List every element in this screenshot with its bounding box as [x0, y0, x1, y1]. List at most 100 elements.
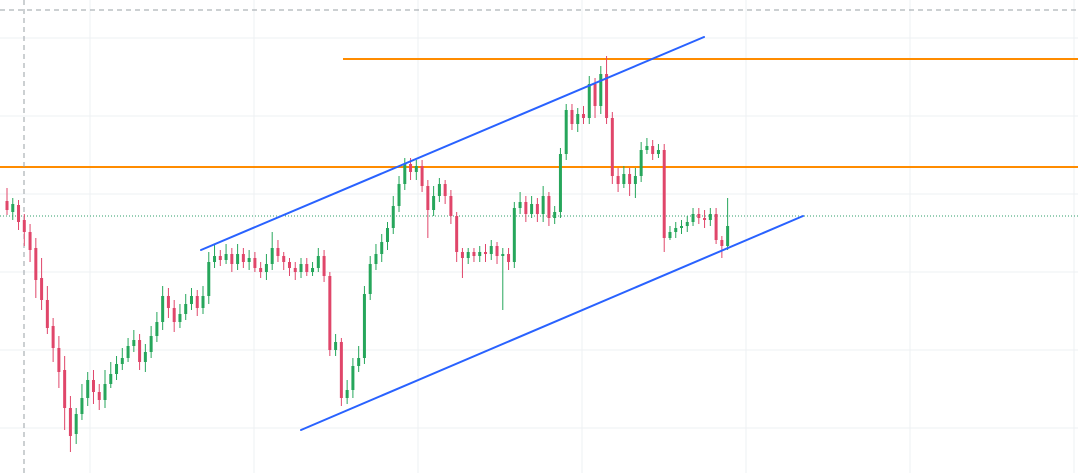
- candle-body: [22, 220, 26, 232]
- candle-117: [680, 220, 684, 234]
- candle-body: [149, 336, 153, 352]
- candle-24: [143, 344, 147, 372]
- candle-body: [195, 296, 199, 308]
- candle-50: [293, 262, 297, 280]
- candle-body: [276, 248, 280, 256]
- candle-20: [120, 348, 124, 370]
- candle-47: [276, 240, 280, 262]
- candle-37: [218, 250, 222, 266]
- candle-body: [236, 254, 240, 264]
- candle-91: [530, 196, 534, 218]
- candle-78: [455, 212, 459, 262]
- candle-body: [507, 254, 511, 262]
- candle-125: [726, 198, 730, 250]
- candle-body: [51, 326, 55, 348]
- candle-body: [91, 380, 95, 392]
- candle-90: [524, 196, 528, 222]
- candle-101: [587, 76, 591, 124]
- candle-54: [316, 248, 320, 272]
- candle-27: [161, 286, 165, 330]
- candle-44: [259, 262, 263, 278]
- candle-23: [138, 334, 142, 370]
- candle-122: [708, 208, 712, 226]
- candle-109: [633, 168, 637, 198]
- candle-body: [610, 118, 614, 176]
- candle-body: [74, 414, 78, 434]
- candle-108: [628, 168, 632, 196]
- candle-body: [703, 218, 707, 220]
- candle-86: [501, 248, 505, 310]
- candle-1: [11, 198, 15, 220]
- candle-75: [437, 178, 441, 202]
- candle-body: [726, 226, 730, 246]
- candle-body: [322, 256, 326, 276]
- candle-73: [426, 180, 430, 238]
- candle-body: [662, 150, 666, 238]
- candle-body: [68, 408, 72, 436]
- candle-111: [645, 138, 649, 154]
- candle-35: [207, 252, 211, 304]
- candle-body: [380, 242, 384, 254]
- candle-68: [397, 176, 401, 212]
- candle-body: [547, 196, 551, 218]
- candle-0: [5, 188, 9, 215]
- candle-body: [639, 150, 643, 176]
- candle-26: [155, 312, 159, 342]
- candle-40: [236, 244, 240, 270]
- candle-body: [564, 110, 568, 154]
- candle-105: [610, 112, 614, 184]
- candle-29: [172, 300, 176, 332]
- candle-body: [535, 204, 539, 214]
- candle-body: [28, 232, 32, 250]
- candle-body: [587, 84, 591, 118]
- candle-body: [11, 204, 15, 212]
- candle-60: [351, 358, 355, 398]
- candles-layer: [5, 56, 730, 452]
- candle-body: [293, 268, 297, 272]
- candle-body: [530, 204, 534, 214]
- candle-body: [685, 222, 689, 226]
- candle-body: [207, 262, 211, 296]
- candle-body: [264, 264, 268, 272]
- candle-124: [720, 236, 724, 258]
- candle-95: [553, 206, 557, 224]
- candle-body: [247, 258, 251, 262]
- candle-39: [230, 248, 234, 272]
- candle-body: [501, 254, 505, 256]
- candle-46: [270, 232, 274, 270]
- candle-32: [189, 288, 193, 310]
- candle-100: [582, 106, 585, 124]
- candle-body: [432, 196, 436, 210]
- candle-43: [253, 252, 257, 272]
- trend-lines[interactable]: [200, 36, 804, 431]
- channel-upper-line[interactable]: [200, 36, 705, 251]
- candle-body: [17, 205, 21, 222]
- candle-113: [656, 144, 660, 158]
- candle-body: [593, 84, 597, 106]
- candle-96: [558, 148, 562, 218]
- candle-14: [86, 372, 90, 406]
- candle-81: [472, 248, 476, 262]
- candle-107: [622, 166, 626, 188]
- candle-28: [166, 288, 170, 318]
- candle-body: [483, 252, 487, 254]
- candle-body: [282, 256, 286, 262]
- candle-80: [466, 248, 470, 264]
- candle-6: [40, 258, 44, 310]
- candle-body: [351, 366, 355, 390]
- candle-body: [316, 256, 320, 268]
- candle-body: [720, 240, 724, 246]
- channel-lower-line[interactable]: [300, 215, 804, 431]
- candle-body: [299, 264, 303, 272]
- candle-12: [74, 408, 78, 444]
- candle-66: [385, 222, 389, 250]
- candle-89: [518, 192, 522, 214]
- candle-body: [414, 166, 418, 172]
- candle-72: [420, 160, 424, 192]
- candle-body: [339, 342, 343, 398]
- candle-103: [599, 66, 603, 114]
- candle-121: [703, 210, 707, 228]
- candle-body: [512, 208, 516, 262]
